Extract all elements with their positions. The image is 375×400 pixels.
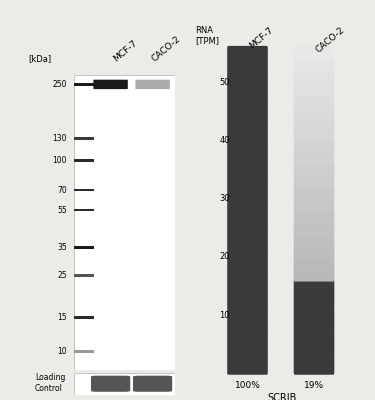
Text: 70: 70 — [57, 186, 67, 194]
FancyBboxPatch shape — [227, 186, 268, 200]
FancyBboxPatch shape — [294, 197, 334, 212]
Text: Loading
Control: Loading Control — [35, 373, 65, 393]
FancyBboxPatch shape — [74, 246, 94, 250]
Text: Low: Low — [144, 382, 162, 391]
FancyBboxPatch shape — [294, 267, 334, 282]
Text: 30: 30 — [219, 194, 230, 203]
FancyBboxPatch shape — [294, 209, 334, 223]
FancyBboxPatch shape — [227, 46, 268, 60]
Text: 50: 50 — [219, 78, 230, 87]
Text: CACO-2: CACO-2 — [150, 34, 182, 63]
FancyBboxPatch shape — [91, 376, 130, 392]
FancyBboxPatch shape — [227, 256, 268, 270]
FancyBboxPatch shape — [294, 116, 334, 130]
FancyBboxPatch shape — [294, 92, 334, 107]
FancyBboxPatch shape — [294, 256, 334, 270]
FancyBboxPatch shape — [227, 221, 268, 235]
Text: 250: 250 — [53, 80, 67, 89]
FancyBboxPatch shape — [134, 78, 171, 91]
FancyBboxPatch shape — [74, 209, 94, 211]
FancyBboxPatch shape — [74, 75, 175, 370]
FancyBboxPatch shape — [294, 314, 334, 328]
FancyBboxPatch shape — [92, 78, 129, 91]
FancyBboxPatch shape — [227, 209, 268, 223]
FancyBboxPatch shape — [294, 221, 334, 235]
Text: 100: 100 — [53, 156, 67, 165]
Text: 35: 35 — [57, 243, 67, 252]
FancyBboxPatch shape — [227, 128, 268, 142]
FancyBboxPatch shape — [294, 139, 334, 153]
FancyBboxPatch shape — [227, 58, 268, 72]
FancyBboxPatch shape — [294, 349, 334, 363]
FancyBboxPatch shape — [133, 376, 172, 392]
FancyBboxPatch shape — [294, 69, 334, 84]
FancyBboxPatch shape — [227, 314, 268, 328]
FancyBboxPatch shape — [294, 279, 334, 293]
FancyBboxPatch shape — [74, 350, 94, 353]
FancyBboxPatch shape — [227, 174, 268, 188]
Text: 130: 130 — [53, 134, 67, 143]
Text: 15: 15 — [58, 313, 67, 322]
FancyBboxPatch shape — [294, 58, 334, 72]
FancyBboxPatch shape — [294, 232, 334, 246]
FancyBboxPatch shape — [227, 279, 268, 293]
Text: High: High — [100, 382, 121, 391]
FancyBboxPatch shape — [74, 373, 175, 394]
Text: CACO-2: CACO-2 — [314, 26, 346, 55]
FancyBboxPatch shape — [93, 80, 128, 89]
FancyBboxPatch shape — [294, 104, 334, 118]
FancyBboxPatch shape — [227, 116, 268, 130]
FancyBboxPatch shape — [227, 360, 268, 375]
FancyBboxPatch shape — [294, 174, 334, 188]
Text: 10: 10 — [58, 347, 67, 356]
FancyBboxPatch shape — [227, 162, 268, 177]
FancyBboxPatch shape — [294, 290, 334, 305]
Text: 19%: 19% — [304, 381, 324, 390]
FancyBboxPatch shape — [135, 80, 170, 89]
Text: 55: 55 — [57, 206, 67, 214]
FancyBboxPatch shape — [227, 232, 268, 246]
FancyBboxPatch shape — [294, 337, 334, 352]
Text: MCF-7: MCF-7 — [248, 26, 275, 50]
Text: 25: 25 — [58, 271, 67, 280]
FancyBboxPatch shape — [74, 83, 94, 86]
FancyBboxPatch shape — [227, 244, 268, 258]
Text: 20: 20 — [219, 252, 230, 262]
FancyBboxPatch shape — [294, 128, 334, 142]
Text: 40: 40 — [219, 136, 230, 145]
FancyBboxPatch shape — [227, 290, 268, 305]
FancyBboxPatch shape — [294, 151, 334, 165]
Text: MCF-7: MCF-7 — [111, 38, 139, 63]
FancyBboxPatch shape — [74, 189, 94, 191]
FancyBboxPatch shape — [227, 104, 268, 118]
FancyBboxPatch shape — [294, 162, 334, 177]
FancyBboxPatch shape — [227, 69, 268, 84]
FancyBboxPatch shape — [74, 159, 94, 162]
FancyBboxPatch shape — [74, 316, 94, 319]
FancyBboxPatch shape — [227, 326, 268, 340]
FancyBboxPatch shape — [74, 138, 94, 140]
Text: 10: 10 — [219, 311, 230, 320]
FancyBboxPatch shape — [227, 302, 268, 316]
FancyBboxPatch shape — [294, 302, 334, 316]
Text: RNA
[TPM]: RNA [TPM] — [195, 26, 219, 45]
FancyBboxPatch shape — [74, 274, 94, 277]
FancyBboxPatch shape — [227, 151, 268, 165]
FancyBboxPatch shape — [227, 81, 268, 95]
FancyBboxPatch shape — [227, 139, 268, 153]
FancyBboxPatch shape — [227, 197, 268, 212]
Text: [kDa]: [kDa] — [28, 54, 51, 63]
Text: SCRIB: SCRIB — [268, 393, 297, 400]
FancyBboxPatch shape — [294, 186, 334, 200]
FancyBboxPatch shape — [294, 244, 334, 258]
FancyBboxPatch shape — [227, 337, 268, 352]
FancyBboxPatch shape — [227, 349, 268, 363]
FancyBboxPatch shape — [294, 81, 334, 95]
FancyBboxPatch shape — [294, 360, 334, 375]
FancyBboxPatch shape — [227, 92, 268, 107]
FancyBboxPatch shape — [227, 267, 268, 282]
FancyBboxPatch shape — [294, 326, 334, 340]
FancyBboxPatch shape — [294, 46, 334, 60]
Text: 100%: 100% — [235, 381, 260, 390]
